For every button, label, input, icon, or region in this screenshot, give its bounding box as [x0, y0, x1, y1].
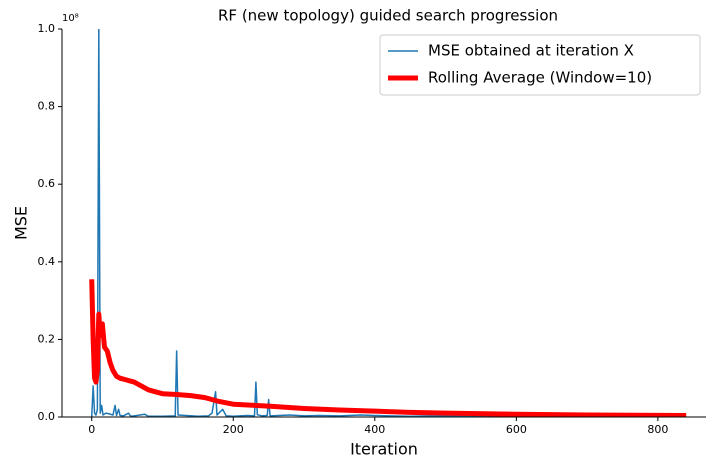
y-tick-label: 0.6 — [38, 177, 56, 190]
chart-title: RF (new topology) guided search progress… — [218, 7, 558, 25]
x-tick-label: 600 — [506, 423, 527, 436]
legend-label: Rolling Average (Window=10) — [428, 69, 652, 87]
y-offset-label: 10⁸ — [62, 13, 79, 24]
y-tick-label: 0.8 — [38, 100, 56, 113]
x-tick-label: 0 — [88, 423, 95, 436]
y-axis-label: MSE — [12, 206, 31, 240]
series-line — [89, 279, 687, 417]
plot-area — [89, 29, 687, 417]
series-line — [90, 29, 687, 417]
x-tick-label: 400 — [364, 423, 385, 436]
y-tick-label: 0.4 — [38, 255, 56, 268]
x-axis-label: Iteration — [350, 440, 418, 459]
x-tick-label: 200 — [223, 423, 244, 436]
x-tick-label: 800 — [647, 423, 668, 436]
y-tick-label: 0.0 — [38, 410, 56, 423]
y-tick-label: 0.2 — [38, 332, 56, 345]
legend-box — [379, 34, 701, 96]
y-tick-label: 1.0 — [38, 22, 56, 35]
legend-label: MSE obtained at iteration X — [428, 42, 634, 60]
